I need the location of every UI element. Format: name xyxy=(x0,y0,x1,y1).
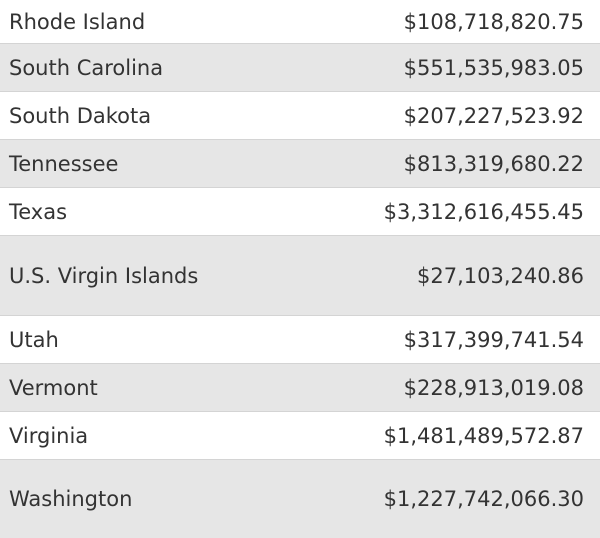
table-row: Utah $317,399,741.54 xyxy=(0,316,600,364)
table-row: Texas $3,312,616,455.45 xyxy=(0,188,600,236)
state-name: South Dakota xyxy=(9,103,152,128)
amount: $3,312,616,455.45 xyxy=(383,199,584,224)
state-name: Tennessee xyxy=(9,151,119,176)
amount: $1,227,742,066.30 xyxy=(383,487,584,511)
table-row: Tennessee $813,319,680.22 xyxy=(0,140,600,188)
amount: $108,718,820.75 xyxy=(403,9,584,34)
state-name: U.S. Virgin Islands xyxy=(9,263,199,288)
table-row: Vermont $228,913,019.08 xyxy=(0,364,600,412)
state-name: Rhode Island xyxy=(9,9,146,34)
table-row: Virginia $1,481,489,572.87 xyxy=(0,412,600,460)
state-name: Utah xyxy=(9,327,59,352)
table-row: Washington $1,227,742,066.30 xyxy=(0,460,600,538)
amount: $317,399,741.54 xyxy=(403,327,584,352)
amount: $1,481,489,572.87 xyxy=(383,423,584,448)
amount: $813,319,680.22 xyxy=(403,151,584,176)
state-name: South Carolina xyxy=(9,55,164,80)
table-row: Rhode Island $108,718,820.75 xyxy=(0,0,600,44)
amount: $207,227,523.92 xyxy=(403,103,584,128)
state-name: Vermont xyxy=(9,375,98,400)
state-name: Texas xyxy=(9,199,68,224)
table-row: U.S. Virgin Islands $27,103,240.86 xyxy=(0,236,600,316)
table-row: South Carolina $551,535,983.05 xyxy=(0,44,600,92)
table-row: South Dakota $207,227,523.92 xyxy=(0,92,600,140)
amount: $551,535,983.05 xyxy=(403,55,584,80)
amount: $27,103,240.86 xyxy=(417,263,584,288)
state-name: Virginia xyxy=(9,423,89,448)
state-name: Washington xyxy=(9,487,133,511)
amount: $228,913,019.08 xyxy=(403,375,584,400)
